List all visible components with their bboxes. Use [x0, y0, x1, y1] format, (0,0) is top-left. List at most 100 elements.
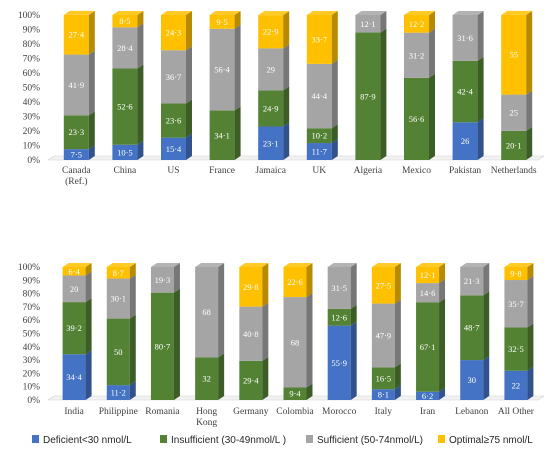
bar-segment — [106, 267, 130, 279]
bar-top-cap — [452, 11, 484, 15]
bar-data-label: 23·6 — [166, 116, 182, 126]
chart-1-category-label: Pakistan — [449, 166, 481, 176]
bar-segment — [150, 292, 174, 400]
bar-segment-side — [137, 140, 144, 160]
bar-segment — [112, 27, 138, 69]
bar-segment — [161, 137, 186, 160]
bar-segment-side — [394, 299, 401, 368]
chart-2-y-tick-label: 10% — [23, 383, 41, 393]
bar-segment-side — [129, 314, 136, 386]
bar-segment — [106, 385, 130, 400]
bar-segment — [209, 110, 235, 160]
chart-1-y-tick-label: 30% — [23, 113, 41, 123]
bar-data-label: 23·1 — [263, 138, 279, 148]
bar-segment — [258, 15, 284, 49]
bar-segment-side — [527, 323, 534, 371]
bar-segment — [63, 115, 89, 150]
bar-segment — [62, 354, 86, 400]
bar-data-label: 35·7 — [508, 299, 524, 309]
bar-segment — [371, 367, 395, 390]
bar-data-label: 56·6 — [409, 114, 425, 124]
bar-segment-side — [173, 288, 180, 400]
bar-data-label: 22·6 — [287, 277, 303, 287]
chart-2-category-label: Romania — [145, 407, 180, 417]
bar-segment — [371, 389, 395, 400]
bar-segment — [501, 130, 527, 160]
bar-top-cap — [460, 263, 490, 267]
bar-data-label: 32 — [202, 374, 211, 384]
bar-data-label: 41·9 — [69, 80, 85, 90]
chart-2-y-tick-label: 40% — [23, 343, 41, 353]
bar-segment-side — [283, 44, 290, 91]
bar-data-label: 30·1 — [110, 294, 126, 304]
bar-segment-side — [306, 383, 313, 400]
bar-segment-side — [186, 46, 192, 104]
bar-data-label: 29 — [266, 64, 275, 74]
bar-data-label: 80·7 — [155, 341, 171, 351]
bar-segment-side — [331, 11, 338, 64]
bar-segment-side — [429, 73, 435, 160]
bar-data-label: 12·1 — [360, 19, 376, 29]
bar-top-cap — [106, 263, 136, 267]
chart-1-category-label: Canada (Ref.) — [62, 166, 91, 187]
bar-data-label: 34·4 — [66, 372, 82, 382]
bar-segment-side — [129, 274, 136, 319]
chart-1-y-tick-label: 70% — [23, 55, 41, 65]
bar-data-label: 7·5 — [71, 150, 82, 160]
bar-segment-side — [88, 111, 95, 150]
legend-swatch — [32, 435, 39, 443]
bar-segment — [306, 15, 332, 64]
bar-data-label: 12·6 — [331, 312, 347, 322]
bar-segment-side — [137, 64, 144, 145]
legend-label: Deficient<30 nmol/L — [43, 435, 132, 446]
chart-2-category-label: Iran — [420, 407, 436, 417]
chart-1-y-tick-label: 90% — [23, 26, 41, 36]
bar-segment-side — [439, 263, 446, 284]
bar-segment-side — [262, 263, 269, 307]
bar-segment — [62, 302, 86, 355]
bar-segment — [106, 318, 130, 386]
bar-segment — [504, 370, 528, 400]
bar-segment-side — [85, 271, 92, 303]
bar-segment-side — [88, 10, 95, 55]
bar-segment-side — [218, 263, 225, 358]
bar-segment — [239, 267, 263, 307]
bar-segment-side — [137, 11, 144, 28]
bar-top-cap — [501, 10, 533, 15]
bar-segment-side — [262, 356, 269, 400]
bar-segment — [161, 103, 186, 138]
bar-segment-side — [477, 11, 484, 61]
bar-data-label: 87·9 — [360, 91, 376, 101]
bar-data-label: 44·4 — [312, 91, 328, 101]
bar-top-cap — [504, 263, 534, 267]
bar-data-label: 31·5 — [331, 283, 347, 293]
bar-segment-side — [380, 28, 387, 161]
bar-data-label: 8·1 — [378, 390, 389, 400]
chart-1-category-label: China — [114, 166, 137, 176]
chart-2-category-label: Philippine — [99, 407, 138, 417]
chart-1-y-tick-label: 10% — [23, 142, 41, 152]
bar-data-label: 55 — [509, 50, 518, 60]
bar-segment — [460, 267, 484, 296]
bar-segment-side — [186, 99, 192, 138]
bar-segment-side — [429, 11, 435, 33]
bar-segment — [404, 32, 429, 78]
bar-segment — [306, 128, 332, 144]
bar-top-cap — [404, 11, 435, 15]
chart-1-category-label: Netherlands — [491, 166, 537, 176]
chart-2-category-label: Germany — [233, 407, 269, 417]
chart-1-y-tick-label: 40% — [23, 98, 41, 108]
bar-data-label: 30 — [467, 375, 476, 385]
bar-top-cap — [355, 11, 387, 15]
chart-2-category-label: India — [64, 407, 84, 417]
bar-data-label: 31·2 — [409, 50, 425, 60]
chart-1-y-tick-label: 50% — [23, 84, 41, 94]
chart-2-y-tick-label: 50% — [23, 330, 41, 340]
bar-data-label: 19·3 — [155, 275, 171, 285]
bar-top-cap — [112, 11, 144, 15]
bar-data-label: 12·1 — [420, 270, 436, 280]
bar-segment — [404, 77, 429, 160]
bar-data-label: 68 — [202, 307, 211, 317]
bar-segment — [112, 144, 138, 160]
